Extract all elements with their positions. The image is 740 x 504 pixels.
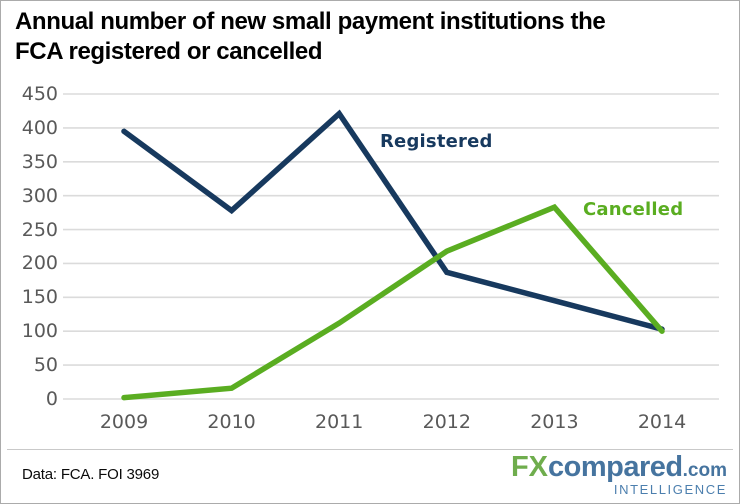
chart-title: Annual number of new small payment insti… xyxy=(15,7,721,67)
logo-intelligence: INTELLIGENCE xyxy=(613,482,727,497)
logo-fx: FX xyxy=(510,451,549,483)
series-label-cancelled: Cancelled xyxy=(583,199,684,220)
x-tick-label: 2013 xyxy=(530,411,579,433)
logo-compared: compared xyxy=(548,451,683,483)
x-tick-label: 2009 xyxy=(99,411,149,433)
y-tick-label: 350 xyxy=(21,150,58,173)
y-tick-label: 150 xyxy=(21,286,58,309)
y-tick-label: 300 xyxy=(21,184,58,207)
chart-title-line1: Annual number of new small payment insti… xyxy=(15,8,606,35)
y-tick-label: 100 xyxy=(21,320,58,343)
footer-divider xyxy=(7,449,733,450)
y-tick-label: 250 xyxy=(21,218,58,241)
fxcompared-logo: FXcompared.com INTELLIGENCE xyxy=(511,453,727,497)
fxcompared-wordmark: FXcompared.com xyxy=(511,453,727,482)
y-tick-label: 450 xyxy=(21,83,58,105)
x-tick-label: 2012 xyxy=(422,411,471,433)
y-tick-label: 0 xyxy=(45,388,58,410)
y-tick-label: 50 xyxy=(33,354,58,377)
y-tick-label: 200 xyxy=(21,252,58,275)
x-tick-label: 2011 xyxy=(315,411,364,433)
x-tick-label: 2014 xyxy=(637,411,687,433)
logo-dotcom: .com xyxy=(682,460,727,481)
series-label-registered: Registered xyxy=(380,131,493,152)
x-tick-label: 2010 xyxy=(207,411,256,433)
data-source-note: Data: FCA. FOI 3969 xyxy=(22,466,160,483)
y-tick-label: 400 xyxy=(21,116,58,139)
chart-title-line2: FCA registered or cancelled xyxy=(15,38,323,65)
